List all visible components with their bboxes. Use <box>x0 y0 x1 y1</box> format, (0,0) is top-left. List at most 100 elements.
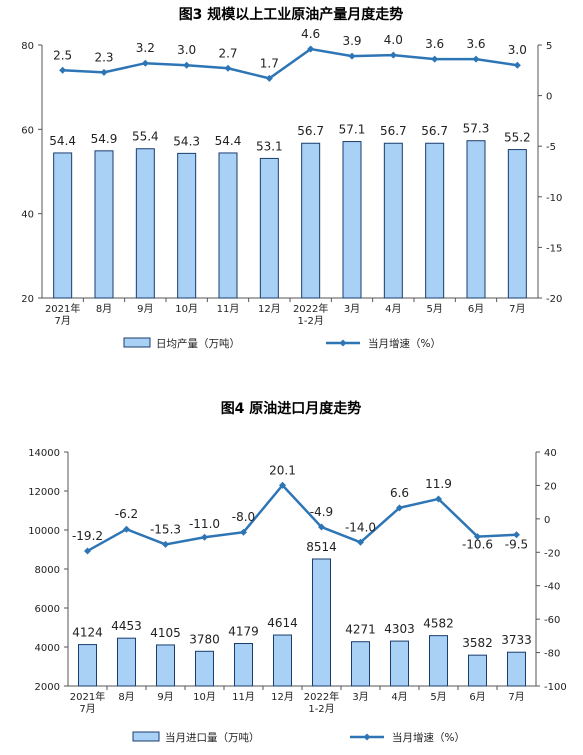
bar-value-label: 57.1 <box>339 123 366 137</box>
bar <box>466 140 486 299</box>
bar-value-label: 4582 <box>423 617 454 631</box>
x-tick-label: 2022年 1-2月 <box>304 690 339 715</box>
line-point <box>279 481 286 489</box>
right-tick-label: 0 <box>544 515 550 526</box>
line-point <box>396 504 403 512</box>
line-point <box>435 495 442 503</box>
bar <box>507 651 526 687</box>
bar-value-label: 53.1 <box>256 139 283 153</box>
legend-bar-label: 当月进口量（万吨） <box>165 731 260 744</box>
line-value-label: -15.3 <box>150 522 181 536</box>
line-value-label: 2.7 <box>218 46 237 60</box>
bar-value-label: 55.4 <box>132 130 159 144</box>
line-value-label: 2.3 <box>94 50 113 64</box>
right-tick-label: -100 <box>544 682 567 693</box>
right-tick-label: -20 <box>546 294 562 305</box>
x-tick-label: 9月 <box>157 691 173 703</box>
x-tick-label: 4月 <box>391 691 407 703</box>
crude-oil-import-chart: 图4 原油进口月度走势 2000 4000 6000 8000 10000 12000 14… <box>28 400 567 744</box>
left-tick-label: 12000 <box>28 487 60 498</box>
line-point <box>513 61 521 69</box>
bar-value-label: 3582 <box>462 636 493 650</box>
line-point <box>183 61 191 69</box>
left-tick-label: 6000 <box>35 604 60 615</box>
bar <box>259 157 279 299</box>
line-value-label: -14.0 <box>345 520 376 534</box>
line-point <box>357 538 364 546</box>
left-tick-label: 4000 <box>35 643 60 654</box>
line-point <box>472 55 480 63</box>
x-tick-label: 9月 <box>137 303 153 315</box>
bar <box>156 644 175 687</box>
bar <box>234 643 253 687</box>
x-tick-label: 7月 <box>509 303 525 315</box>
right-tick-label: 5 <box>546 41 552 52</box>
legend-line-label: 当月增速（%） <box>392 731 465 744</box>
bar <box>429 635 448 687</box>
x-tick-label: 11月 <box>217 303 240 315</box>
bar <box>53 152 73 299</box>
right-tick-label: -5 <box>546 142 556 153</box>
growth-line <box>86 483 517 553</box>
line-point <box>265 74 273 82</box>
chart-title: 图3 规模以上工业原油产量月度走势 <box>179 6 404 23</box>
x-tick-label: 5月 <box>426 303 442 315</box>
x-tick-label: 12月 <box>271 691 294 703</box>
bar-value-label: 4303 <box>384 622 415 636</box>
right-tick-label: -60 <box>544 615 560 626</box>
bar-value-label: 56.7 <box>380 124 407 138</box>
bar-value-label: 3733 <box>501 633 532 647</box>
bar <box>301 142 321 299</box>
line-value-label: 3.0 <box>177 43 196 57</box>
bar <box>117 637 136 687</box>
bar <box>390 640 409 687</box>
left-tick-label: 20 <box>21 294 34 305</box>
right-tick-label: -20 <box>544 548 560 559</box>
bar-value-label: 4271 <box>345 623 376 637</box>
x-tick-label: 5月 <box>430 691 446 703</box>
right-tick-label: -80 <box>544 649 560 660</box>
legend-line-marker <box>363 733 371 741</box>
right-tick-label: 40 <box>544 448 557 459</box>
x-tick-label: 10月 <box>193 691 216 703</box>
line-point <box>84 547 91 555</box>
x-tick-label: 3月 <box>344 303 360 315</box>
line-point <box>389 51 397 59</box>
line-value-label: -4.9 <box>310 505 333 519</box>
bar-value-label: 57.3 <box>463 122 490 136</box>
bar <box>135 148 155 299</box>
right-tick-label: 20 <box>544 481 557 492</box>
line-value-label: -9.5 <box>505 538 528 552</box>
x-tick-label: 2022年 1-2月 <box>293 302 328 327</box>
x-tick-label: 12月 <box>258 303 281 315</box>
bar-value-label: 56.7 <box>297 124 324 138</box>
x-tick-label: 6月 <box>469 691 485 703</box>
bar-value-label: 54.3 <box>173 134 200 148</box>
bar-value-label: 54.4 <box>215 134 242 148</box>
line-value-label: 20.1 <box>269 463 296 477</box>
left-tick-label: 10000 <box>28 526 60 537</box>
line-value-label: -19.2 <box>72 529 103 543</box>
right-tick-label: -40 <box>544 582 560 593</box>
legend-bar-swatch <box>132 731 160 742</box>
x-tick-label: 8月 <box>96 303 112 315</box>
crude-oil-output-chart: 图3 规模以上工业原油产量月度走势 20 40 60 80 -20 -15 -10 -5 0 5 2… <box>21 6 562 350</box>
left-tick-label: 8000 <box>35 565 60 576</box>
bar-value-label: 4124 <box>72 626 103 640</box>
bar-value-label: 56.7 <box>421 124 448 138</box>
bar <box>507 149 527 299</box>
line-value-label: 3.0 <box>508 43 527 57</box>
legend-line-label: 当月增速（%） <box>368 337 441 350</box>
line-point <box>141 59 149 67</box>
left-tick-label: 60 <box>21 125 34 136</box>
legend: 日均产量（万吨） 当月增速（%） <box>123 337 441 350</box>
bar <box>177 152 197 299</box>
line-value-label: -6.2 <box>115 507 138 521</box>
line-point <box>100 68 108 76</box>
bar <box>468 654 487 687</box>
bar-value-label: 3780 <box>189 632 220 646</box>
line-value-label: 3.6 <box>466 37 485 51</box>
bar <box>425 142 445 299</box>
bar-value-label: 4105 <box>150 626 181 640</box>
bar <box>383 142 403 299</box>
